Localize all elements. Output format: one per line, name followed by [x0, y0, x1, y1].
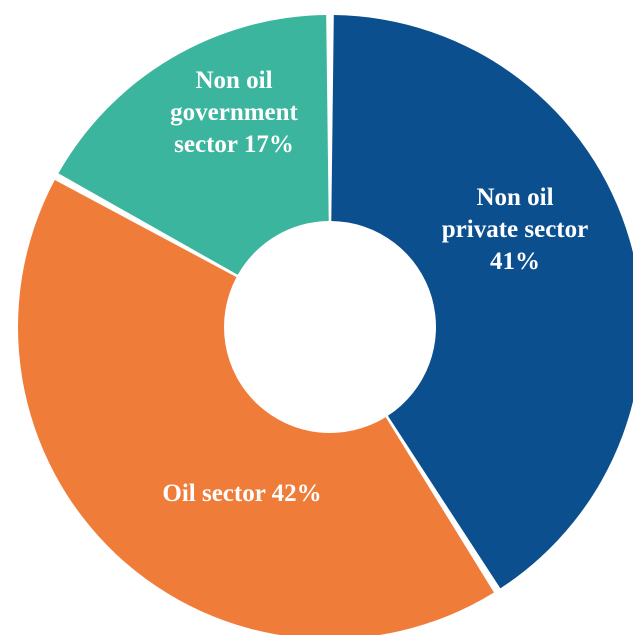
- slice-label-line: Oil sector 42%: [162, 480, 321, 507]
- slice-label-oil-sector: Oil sector 42%: [162, 480, 321, 507]
- slice-label-non-oil-private-sector: Non oil private sector 41%: [442, 184, 588, 275]
- slice-label-line: sector 17%: [174, 131, 294, 158]
- slice-label-line: private sector: [442, 216, 588, 243]
- donut-slice-non-oil-government-sector: [58, 15, 329, 275]
- slice-label-line: Non oil: [476, 184, 553, 211]
- slice-label-non-oil-government-sector: Non oil government sector 17%: [170, 67, 298, 158]
- slice-label-line: Non oil: [195, 67, 272, 94]
- slice-label-line: government: [170, 99, 298, 126]
- donut-slice-non-oil-private-sector: [331, 15, 633, 589]
- slice-label-line: 41%: [490, 248, 540, 275]
- donut-slice-oil-sector: [18, 180, 494, 635]
